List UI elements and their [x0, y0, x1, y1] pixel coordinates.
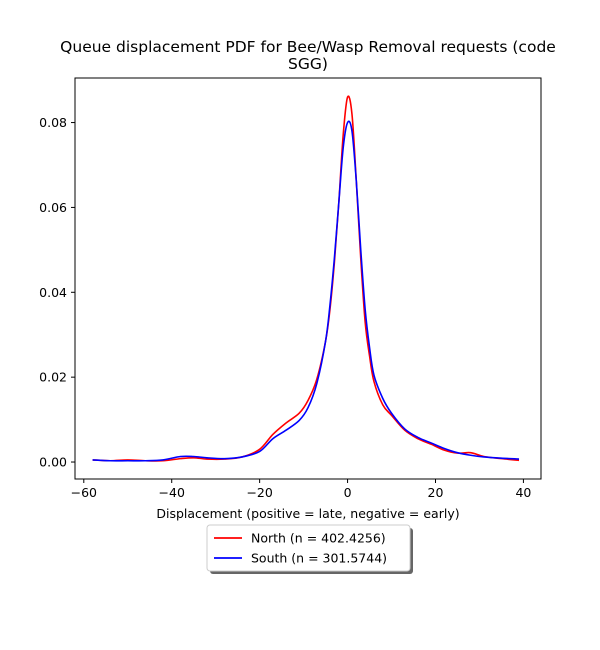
x-tick-label: 20 [428, 485, 444, 500]
x-axis-label: Displacement (positive = late, negative … [156, 506, 459, 521]
chart-title-line: Queue displacement PDF for Bee/Wasp Remo… [60, 38, 556, 56]
y-tick-label: 0.04 [39, 285, 67, 300]
plot-lines [92, 95, 520, 462]
x-axis: −60 −40 −20 0 20 40 [71, 479, 531, 500]
series-line-0 [92, 95, 520, 462]
x-tick-label: 0 [344, 485, 352, 500]
x-tick-label: −20 [246, 485, 272, 500]
x-tick-label: −60 [71, 485, 97, 500]
y-tick-label: 0.08 [39, 115, 67, 130]
series-line-1 [92, 120, 520, 462]
x-tick-label: −40 [159, 485, 185, 500]
x-tick-label: 40 [515, 485, 531, 500]
y-axis: 0.00 0.02 0.04 0.06 0.08 [39, 115, 75, 470]
chart-title: Queue displacement PDF for Bee/Wasp Remo… [60, 38, 556, 73]
y-tick-label: 0.06 [39, 200, 67, 215]
legend: North (n = 402.4256) South (n = 301.5744) [206, 524, 413, 574]
legend-label: North (n = 402.4256) [251, 531, 386, 546]
y-tick-label: 0.00 [39, 455, 67, 470]
y-tick-label: 0.02 [39, 370, 67, 385]
chart-title-line: SGG) [288, 55, 328, 73]
legend-label: South (n = 301.5744) [251, 551, 387, 566]
legend-box [206, 524, 411, 572]
plot-frame [74, 77, 542, 480]
